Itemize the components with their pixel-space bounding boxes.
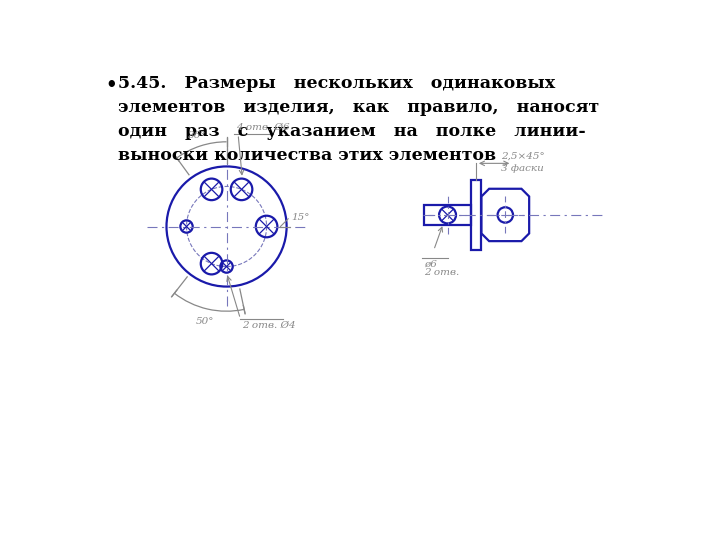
- Text: 3 фаски: 3 фаски: [500, 164, 544, 173]
- Text: 2,5×45°: 2,5×45°: [500, 152, 544, 161]
- Text: ø6: ø6: [423, 260, 436, 268]
- Bar: [471, 180, 482, 249]
- Text: 50°: 50°: [195, 316, 214, 326]
- Bar: [425, 205, 471, 225]
- Text: 5.45.   Размеры   нескольких   одинаковых
элементов   изделия,   как   правило, : 5.45. Размеры нескольких одинаковых элем…: [118, 75, 599, 164]
- Text: 15°: 15°: [291, 213, 310, 222]
- Text: 2 отв.: 2 отв.: [423, 268, 459, 277]
- Text: •: •: [106, 76, 117, 94]
- Text: 36°: 36°: [188, 131, 207, 140]
- Text: 2 отв. Ø4: 2 отв. Ø4: [242, 321, 296, 330]
- Text: 4 отв. Ø6: 4 отв. Ø6: [235, 123, 289, 132]
